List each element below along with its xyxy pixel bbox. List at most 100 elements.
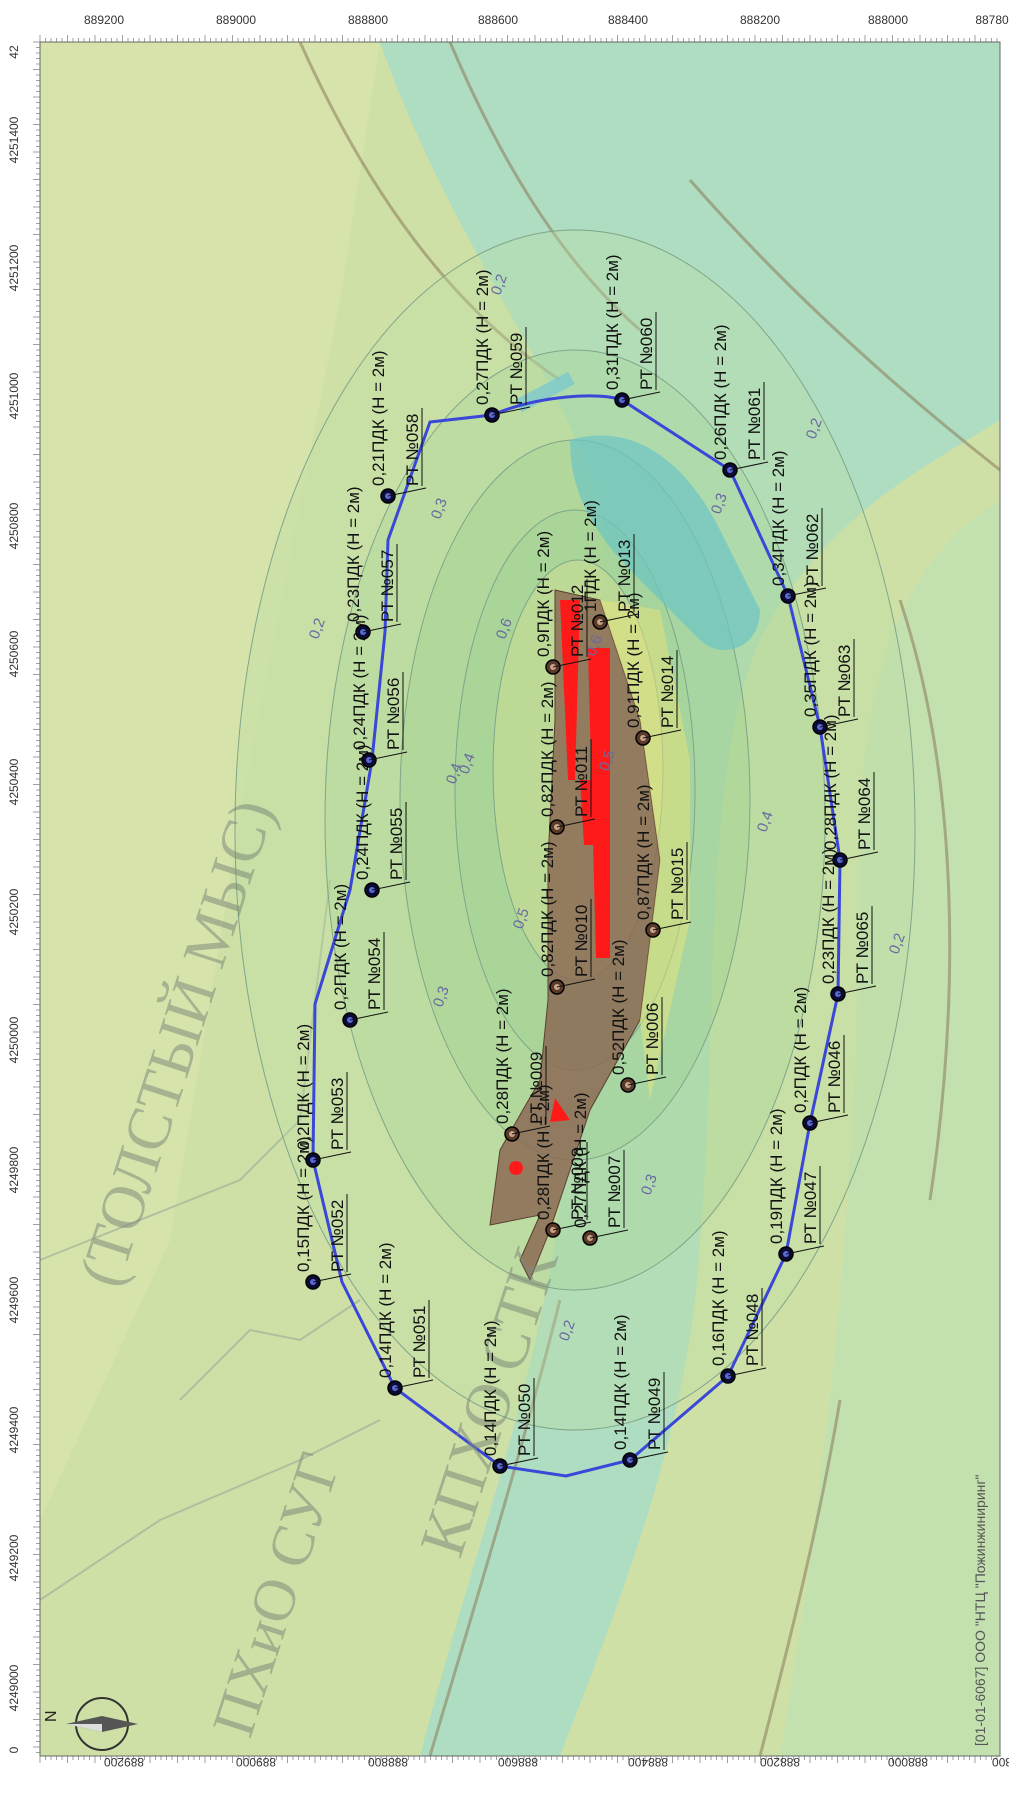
map-credit: [01-01-6067] ООО "НТЦ "Пожинжиниринг" (972, 1475, 988, 1746)
contour-label: 0,2 (886, 931, 909, 956)
calc-point[interactable]: 0,28ПДК (Н = 2м) РТ №008 (534, 1084, 592, 1238)
calc-point[interactable]: 0,19ПДК (Н = 2м) РТ №047 (767, 1108, 825, 1262)
calc-point-value: 0,14ПДК (Н = 2м) (481, 1320, 500, 1456)
calc-point-value: 0,26ПДК (Н = 2м) (711, 324, 730, 460)
calc-point-value: 0,2ПДК (Н = 2м) (791, 987, 810, 1113)
calc-point[interactable]: 0,14ПДК (Н = 2м) РТ №051 (376, 1242, 434, 1396)
contour-label: 0,2 (306, 616, 329, 641)
terrain-lines (298, 41, 1001, 1757)
calc-point-name: РТ №059 (507, 333, 526, 405)
calc-point-value: 0,28ПДК (Н = 2м) (821, 714, 840, 850)
calc-point[interactable]: 0,28ПДК (Н = 2м) РТ №009 (493, 988, 551, 1142)
calc-point[interactable]: 0,2ПДК (Н = 2м) РТ №053 (294, 1024, 352, 1168)
left-tick-label: 4249000 (7, 1664, 21, 1711)
top-tick-label: 88780 (975, 13, 1009, 27)
contour-label: 0,2 (803, 416, 826, 441)
calc-point-value: 0,9ПДК (Н = 2м) (534, 531, 553, 657)
calc-point[interactable]: 0,23ПДК (Н = 2м) РТ №057 (344, 486, 402, 640)
calc-point-leader (349, 1011, 389, 1021)
calc-point[interactable]: 0,23ПДК (Н = 2м) РТ №065 (819, 848, 877, 1002)
frame-border (39, 41, 1001, 1757)
left-tick-label: 4250800 (7, 502, 21, 549)
emission-source-2 (588, 648, 610, 958)
calc-point[interactable]: 0,24ПДК (Н = 2м) РТ №056 (350, 614, 408, 768)
calc-boundary (311, 394, 842, 1478)
contour-label: 0,5 (510, 906, 533, 931)
calc-point-value: 0,2ПДК (Н = 2м) (294, 1024, 313, 1150)
calc-point[interactable]: 0,14ПДК (Н = 2м) РТ №049 (611, 1314, 669, 1468)
calc-point[interactable]: 0,91ПДК (Н = 2м) РТ №014 (624, 592, 682, 746)
calc-point[interactable]: 0,2ПДК (Н = 2м) РТ №046 (791, 987, 849, 1131)
calc-point-leader (312, 1273, 352, 1283)
calc-point[interactable]: 0,27ПДК (Н = 2м) РТ №059 (473, 269, 531, 423)
emission-source-3 (580, 780, 596, 845)
contour-label: 0,3 (638, 1172, 661, 1197)
calc-point[interactable]: 0,15ПДК (Н = 2м) РТ №052 (294, 1136, 352, 1290)
calc-point[interactable]: 0,52ПДК (Н = 2м) РТ №006 (609, 939, 667, 1093)
calc-point-leader (627, 1076, 667, 1086)
top-tick-label: 888200 (740, 13, 780, 27)
calc-point[interactable]: 1ПДК (Н = 2м) РТ №013 (581, 500, 639, 630)
calc-point[interactable]: 0,2ПДК (Н = 2м) РТ №054 (331, 884, 389, 1028)
calc-point[interactable]: 0,35ПДК (Н = 2м) РТ №063 (801, 581, 859, 735)
top-tick-label: 889000 (216, 13, 256, 27)
calc-point-marker-center (509, 1131, 515, 1137)
bottom-tick-label: 888800 (368, 1755, 408, 1769)
calc-point-leader (621, 391, 661, 401)
calc-point-name: РТ №052 (328, 1200, 347, 1272)
left-tick-label: 4249800 (7, 1146, 21, 1193)
calc-point-name: РТ №015 (668, 848, 687, 920)
calc-point-leader (785, 1245, 825, 1255)
calc-point-name: РТ №047 (801, 1172, 820, 1244)
calc-point-leader (552, 1221, 592, 1231)
calc-point-name: РТ №007 (605, 1156, 624, 1228)
calc-point-leader (312, 1151, 352, 1161)
left-tick-label: 4250600 (7, 630, 21, 677)
top-tick-label: 889200 (84, 13, 124, 27)
calc-point[interactable]: 0,26ПДК (Н = 2м) РТ №061 (711, 324, 769, 478)
calc-point[interactable]: 0,14ПДК (Н = 2м) РТ №050 (481, 1320, 539, 1474)
contour-label: 0,6 (493, 616, 516, 641)
emission-source-1 (560, 600, 580, 780)
calc-point-leader (809, 1114, 849, 1124)
left-tick-label: 4249200 (7, 1534, 21, 1581)
coordinate-frame: 889200 889000 888800 888600 888400 888200 8880… (7, 13, 1009, 1769)
calc-point-value: 0,15ПДК (Н = 2м) (294, 1136, 313, 1272)
calc-point[interactable]: 0,27ПДК (Н = 2м) РТ №007 (571, 1092, 629, 1246)
calc-point-name: РТ №009 (527, 1052, 546, 1124)
contour-label: 0,6 (583, 633, 606, 658)
left-tick-label: 4249400 (7, 1406, 21, 1453)
calc-point-leader (729, 461, 769, 471)
emission-source-4 (509, 1161, 523, 1175)
left-tick-label: 4250400 (7, 758, 21, 805)
calc-point[interactable]: 0,82ПДК (Н = 2м) РТ №011 (538, 681, 596, 835)
calc-point-value: 0,27ПДК (Н = 2м) (473, 269, 492, 405)
calc-point-leader (837, 985, 877, 995)
calc-point[interactable]: 0,16ПДК (Н = 2м) РТ №048 (709, 1230, 767, 1384)
calc-point[interactable]: 0,87ПДК (Н = 2м) РТ №015 (634, 784, 692, 938)
calc-point[interactable]: 0,31ПДК (Н = 2м) РТ №060 (603, 254, 661, 408)
calc-point[interactable]: 0,9ПДК (Н = 2м) РТ №012 (534, 531, 592, 675)
calc-point-name: РТ №006 (643, 1003, 662, 1075)
bottom-tick-label: 889000 (236, 1755, 276, 1769)
contour-label: 0,4 (754, 809, 777, 834)
calc-point-name: РТ №010 (572, 905, 591, 977)
calculation-points: 0,27ПДК (Н = 2м) РТ №059 0,31ПДК (Н = 2м) Р… (294, 254, 879, 1474)
calc-point-value: 0,35ПДК (Н = 2м) (801, 581, 820, 717)
calc-point[interactable]: 0,82ПДК (Н = 2м) РТ №010 (538, 841, 596, 995)
calc-point[interactable]: 0,34ПДК (Н = 2м) РТ №062 (769, 450, 827, 604)
calc-point-leader (727, 1367, 767, 1377)
calc-point-leader (787, 587, 827, 597)
calc-point-value: 0,16ПДК (Н = 2м) (709, 1230, 728, 1366)
calc-point-value: 0,91ПДК (Н = 2м) (624, 592, 643, 728)
calc-point-value: 0,87ПДК (Н = 2м) (634, 784, 653, 920)
calc-point[interactable]: 0,21ПДК (Н = 2м) РТ №058 (369, 350, 427, 504)
calc-point[interactable]: 0,28ПДК (Н = 2м) РТ №064 (821, 714, 879, 868)
calc-point-name: РТ №060 (637, 318, 656, 390)
calc-point[interactable]: 0,24ПДК (Н = 2м) РТ №055 (353, 744, 411, 898)
calc-point-value: 0,31ПДК (Н = 2м) (603, 254, 622, 390)
calc-point-value: 0,14ПДК (Н = 2м) (376, 1242, 395, 1378)
contour-label: 0,4 (443, 761, 466, 786)
calc-point-name: РТ №056 (384, 678, 403, 750)
